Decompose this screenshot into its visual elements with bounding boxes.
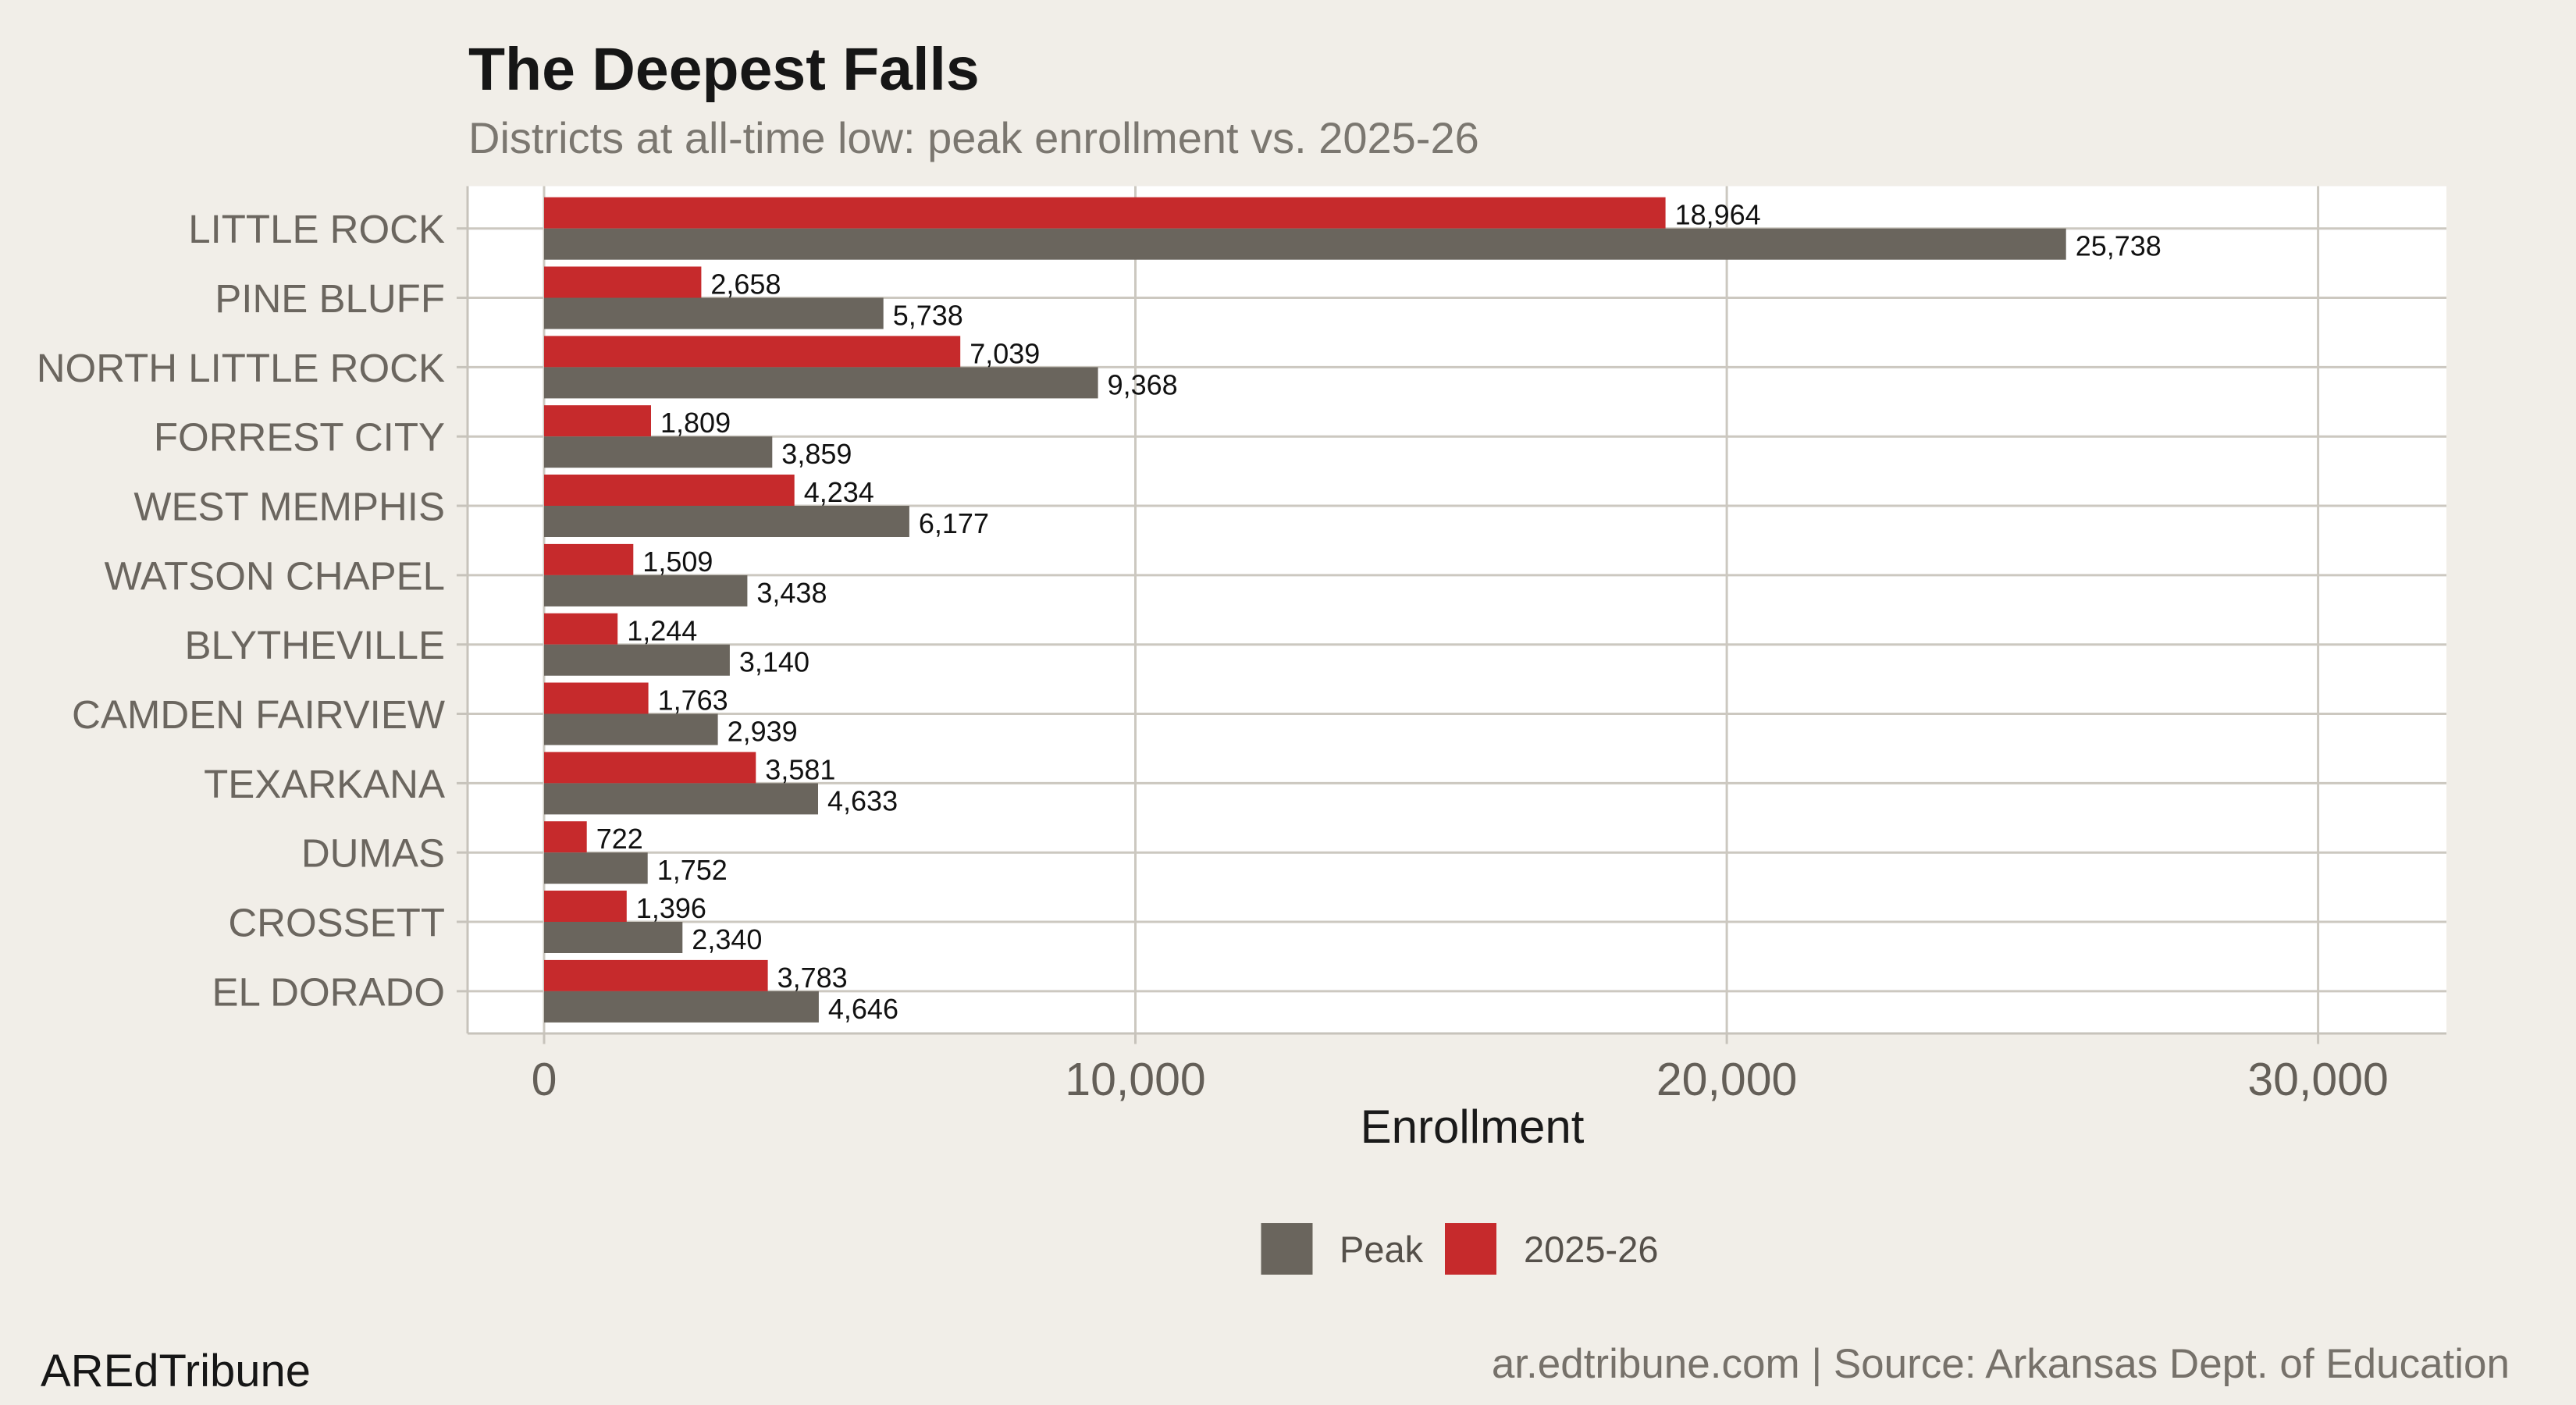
- svg-text:3,581: 3,581: [765, 753, 835, 785]
- svg-text:DUMAS: DUMAS: [301, 831, 445, 876]
- svg-text:4,633: 4,633: [827, 784, 898, 816]
- svg-text:3,859: 3,859: [781, 438, 852, 470]
- svg-text:AREdTribune: AREdTribune: [41, 1346, 311, 1396]
- svg-text:Enrollment: Enrollment: [1361, 1101, 1585, 1153]
- svg-text:EL DORADO: EL DORADO: [212, 969, 445, 1014]
- svg-text:CAMDEN FAIRVIEW: CAMDEN FAIRVIEW: [72, 692, 445, 737]
- svg-text:ar.edtribune.com | Source: Ark: ar.edtribune.com | Source: Arkansas Dept…: [1492, 1341, 2510, 1387]
- svg-text:3,438: 3,438: [756, 577, 827, 609]
- svg-text:1,396: 1,396: [636, 892, 706, 924]
- svg-text:The Deepest Falls: The Deepest Falls: [468, 36, 980, 103]
- svg-text:Districts at all-time low: pea: Districts at all-time low: peak enrollme…: [468, 113, 1479, 162]
- svg-text:Peak: Peak: [1340, 1229, 1424, 1270]
- svg-text:5,738: 5,738: [893, 300, 963, 332]
- svg-text:3,140: 3,140: [739, 646, 809, 678]
- svg-text:6,177: 6,177: [919, 507, 989, 539]
- svg-text:1,809: 1,809: [660, 407, 731, 439]
- svg-text:2,658: 2,658: [710, 269, 781, 301]
- svg-text:25,738: 25,738: [2076, 230, 2161, 262]
- svg-text:2025-26: 2025-26: [1524, 1229, 1659, 1270]
- svg-text:18,964: 18,964: [1675, 199, 1761, 231]
- svg-text:30,000: 30,000: [2247, 1054, 2388, 1105]
- svg-text:TEXARKANA: TEXARKANA: [204, 762, 445, 806]
- svg-text:WATSON CHAPEL: WATSON CHAPEL: [105, 553, 445, 598]
- svg-text:FORREST CITY: FORREST CITY: [154, 415, 445, 460]
- svg-text:1,244: 1,244: [627, 615, 697, 647]
- svg-text:1,509: 1,509: [642, 546, 713, 578]
- svg-text:7,039: 7,039: [970, 337, 1040, 369]
- svg-text:NORTH LITTLE ROCK: NORTH LITTLE ROCK: [37, 346, 445, 390]
- svg-text:0: 0: [532, 1054, 557, 1105]
- svg-text:722: 722: [596, 823, 643, 855]
- svg-text:CROSSETT: CROSSETT: [228, 901, 445, 945]
- svg-text:9,368: 9,368: [1108, 368, 1178, 400]
- svg-text:20,000: 20,000: [1656, 1054, 1797, 1105]
- svg-text:2,340: 2,340: [692, 923, 762, 955]
- svg-text:1,752: 1,752: [657, 854, 728, 886]
- svg-text:4,234: 4,234: [804, 476, 874, 508]
- svg-text:4,646: 4,646: [828, 993, 898, 1025]
- svg-text:BLYTHEVILLE: BLYTHEVILLE: [184, 623, 445, 667]
- svg-text:10,000: 10,000: [1065, 1054, 1205, 1105]
- svg-text:WEST MEMPHIS: WEST MEMPHIS: [133, 485, 445, 529]
- svg-text:PINE BLUFF: PINE BLUFF: [215, 276, 445, 321]
- svg-text:2,939: 2,939: [728, 716, 798, 748]
- svg-text:1,763: 1,763: [658, 685, 728, 717]
- svg-text:3,783: 3,783: [777, 962, 848, 994]
- svg-text:LITTLE ROCK: LITTLE ROCK: [188, 207, 445, 251]
